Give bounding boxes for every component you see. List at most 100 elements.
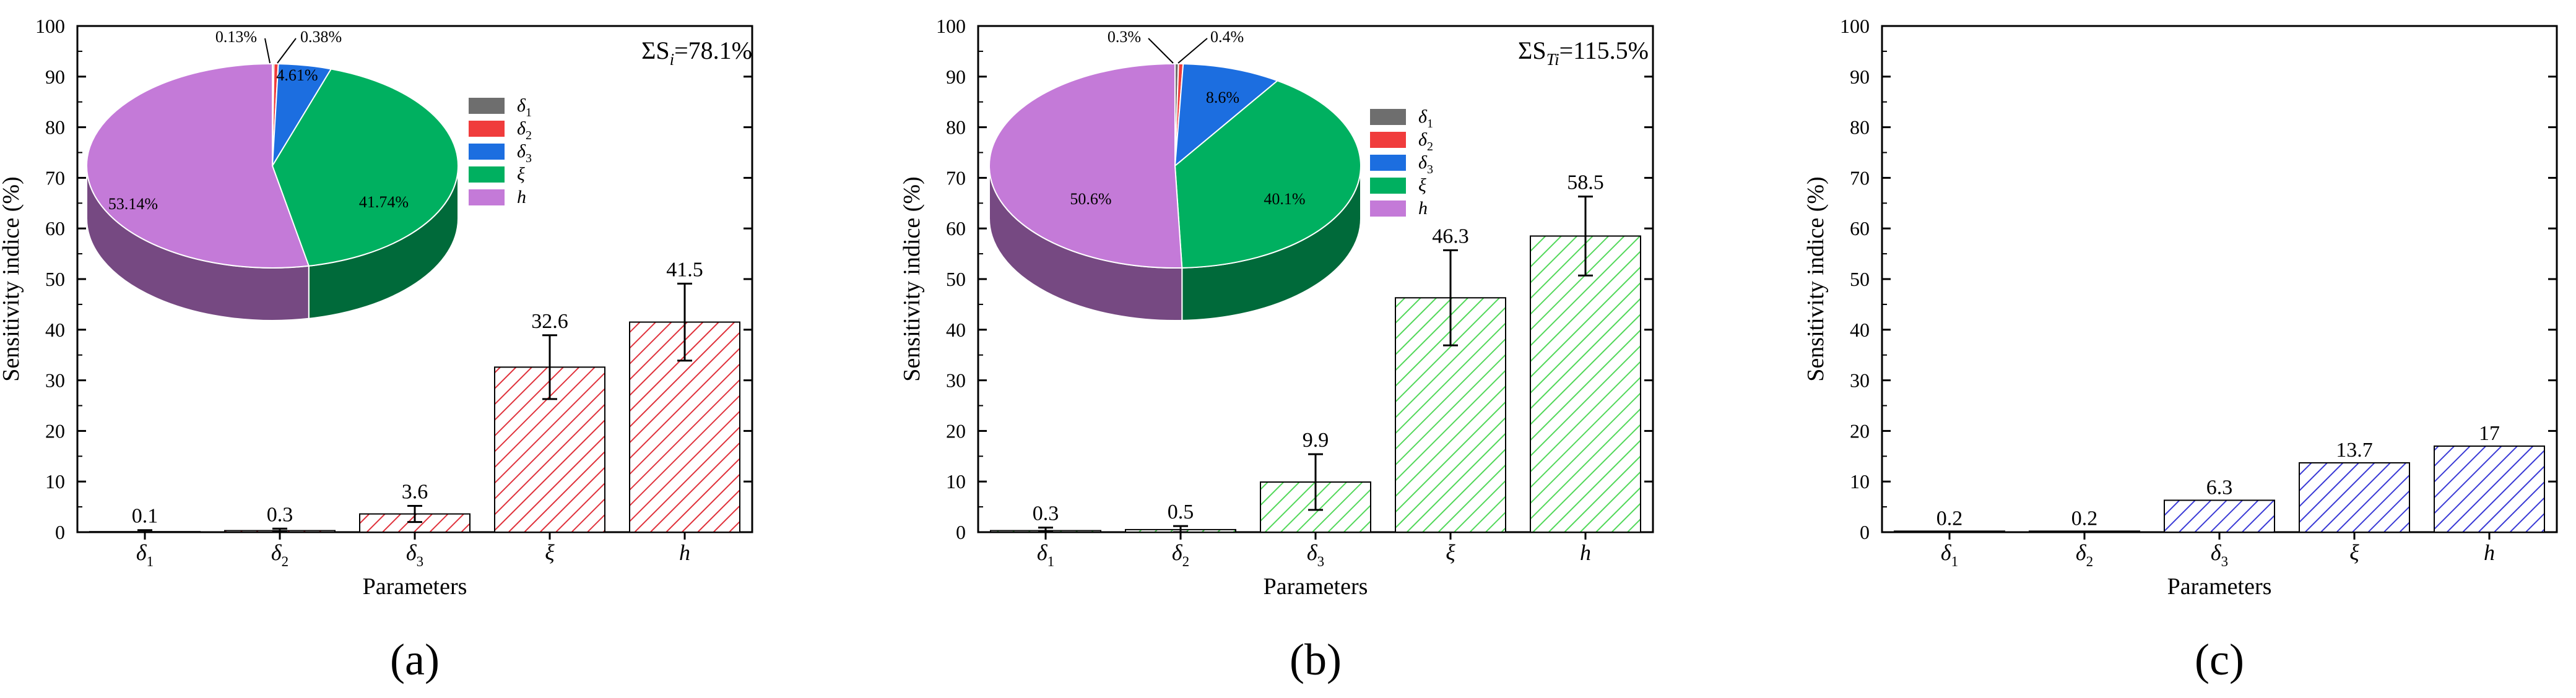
x-tick-label: δ2 bbox=[1172, 540, 1189, 569]
panel-label: (a) bbox=[390, 635, 440, 684]
x-axis-label: Parameters bbox=[2167, 574, 2272, 600]
pie-slice-label: 0.4% bbox=[1210, 28, 1244, 46]
pie-chart: 0.3% 0.4% 8.6% 40.1% 50.6% bbox=[989, 28, 1361, 321]
legend-label: h bbox=[517, 187, 526, 207]
bar-value-label: 0.3 bbox=[1033, 502, 1059, 525]
panel-b: 0 10 20 30 40 50 60 70 80 90 100 Sensitivity indice… bbox=[899, 15, 1654, 684]
y-axis-label: Sensitivity indice (%) bbox=[0, 176, 24, 381]
y-tick-label: 80 bbox=[45, 116, 65, 139]
x-tick-label: δ1 bbox=[136, 540, 154, 569]
x-tick-label: δ2 bbox=[271, 540, 288, 569]
y-tick-label: 70 bbox=[946, 166, 966, 189]
bar-value-label: 41.5 bbox=[666, 258, 703, 281]
y-tick-label: 80 bbox=[1850, 116, 1870, 139]
bar bbox=[2434, 445, 2545, 533]
bar-value-label: 32.6 bbox=[531, 310, 568, 333]
bar bbox=[1894, 530, 2005, 533]
y-tick-label: 20 bbox=[946, 420, 966, 442]
y-tick-label: 100 bbox=[1840, 15, 1870, 37]
pie-slice-label: 0.3% bbox=[1108, 28, 1141, 46]
y-tick-label: 90 bbox=[946, 66, 966, 88]
y-tick-label: 20 bbox=[1850, 420, 1870, 442]
bar-value-label: 0.1 bbox=[132, 505, 158, 528]
bar-value-label: 9.9 bbox=[1303, 429, 1329, 452]
y-tick-label: 80 bbox=[946, 116, 966, 139]
y-tick-label: 10 bbox=[45, 470, 65, 493]
panel-a: 0 10 20 30 40 50 60 70 80 90 100 Sensitivity indice… bbox=[0, 15, 753, 684]
bar-value-label: 0.2 bbox=[2071, 507, 2098, 530]
pie-leader-line bbox=[264, 38, 271, 64]
legend-label: ξ bbox=[1418, 175, 1426, 196]
legend-swatch bbox=[1370, 132, 1406, 148]
bar-value-label: 13.7 bbox=[2336, 439, 2373, 462]
y-axis-label: Sensitivity indice (%) bbox=[1803, 176, 1829, 381]
sum-annotation: ΣSTi=115.5% bbox=[1518, 37, 1649, 69]
legend-swatch bbox=[1370, 178, 1406, 194]
legend-swatch bbox=[469, 144, 505, 160]
legend-label: ξ bbox=[517, 164, 525, 184]
bar bbox=[1530, 235, 1641, 533]
pie-slice bbox=[1174, 63, 1279, 168]
bar bbox=[2164, 499, 2275, 533]
y-tick-label: 90 bbox=[1850, 66, 1870, 88]
pie-slice bbox=[86, 62, 310, 269]
bar-value-label: 58.5 bbox=[1567, 171, 1604, 194]
bar bbox=[2299, 462, 2410, 533]
y-tick-label: 30 bbox=[45, 369, 65, 392]
y-tick-label: 40 bbox=[1850, 319, 1870, 341]
pie-slice bbox=[271, 68, 459, 267]
bar-value-label: 0.3 bbox=[267, 503, 293, 526]
y-tick-label: 50 bbox=[45, 268, 65, 290]
y-tick-label: 20 bbox=[45, 420, 65, 442]
y-tick-label: 0 bbox=[956, 521, 966, 543]
y-axis-label: Sensitivity indice (%) bbox=[899, 176, 925, 381]
x-tick-label: δ2 bbox=[2076, 540, 2093, 569]
y-tick-label: 60 bbox=[45, 217, 65, 239]
x-tick-label: ξ bbox=[1446, 540, 1455, 565]
x-tick-label: ξ bbox=[2349, 540, 2359, 565]
legend-swatch bbox=[1370, 109, 1406, 125]
legend-label: h bbox=[1418, 198, 1428, 218]
bar bbox=[2029, 530, 2140, 533]
panel-c: 0 10 20 30 40 50 60 70 80 90 100 Sensitivity indice… bbox=[1803, 15, 2558, 684]
bar-value-label: 0.2 bbox=[1936, 507, 1963, 530]
panel-label: (b) bbox=[1290, 635, 1342, 684]
x-tick-label: h bbox=[2484, 540, 2495, 565]
x-tick-label: h bbox=[1580, 540, 1591, 565]
x-tick-label: δ1 bbox=[1037, 540, 1054, 569]
y-tick-label: 60 bbox=[946, 217, 966, 239]
pie-slice-label: 40.1% bbox=[1264, 190, 1305, 208]
legend-label: δ3 bbox=[1418, 152, 1433, 176]
bar-value-label: 46.3 bbox=[1432, 225, 1469, 248]
legend-swatch bbox=[1370, 155, 1406, 171]
pie-leader-line bbox=[1177, 38, 1208, 64]
y-tick-label: 90 bbox=[45, 66, 65, 88]
pie-chart: 0.13% 0.38% 4.61% 41.74% 53.14% bbox=[86, 28, 459, 321]
y-tick-label: 50 bbox=[1850, 268, 1870, 290]
x-tick-label: δ1 bbox=[1941, 540, 1958, 569]
legend-swatch bbox=[1370, 200, 1406, 217]
legend-swatch bbox=[469, 98, 505, 114]
bar-value-label: 17 bbox=[2479, 422, 2500, 445]
pie-slice-label: 50.6% bbox=[1070, 190, 1111, 208]
legend-label: δ1 bbox=[1418, 106, 1433, 131]
y-tick-label: 70 bbox=[45, 166, 65, 189]
x-axis-label: Parameters bbox=[363, 574, 467, 600]
x-tick-label: ξ bbox=[545, 540, 555, 565]
x-tick-label: δ3 bbox=[406, 540, 423, 569]
pie-slice-label: 4.61% bbox=[276, 66, 318, 84]
y-tick-label: 40 bbox=[45, 319, 65, 341]
y-tick-label: 0 bbox=[1860, 521, 1870, 543]
bar-value-label: 3.6 bbox=[402, 480, 428, 503]
pie-slice-label: 0.38% bbox=[300, 28, 342, 46]
legend-swatch bbox=[469, 189, 505, 205]
y-tick-label: 100 bbox=[35, 15, 65, 37]
y-tick-label: 50 bbox=[946, 268, 966, 290]
legend-label: δ3 bbox=[517, 141, 532, 165]
x-tick-label: h bbox=[679, 540, 690, 565]
y-tick-label: 100 bbox=[936, 15, 966, 37]
y-tick-label: 10 bbox=[1850, 470, 1870, 493]
